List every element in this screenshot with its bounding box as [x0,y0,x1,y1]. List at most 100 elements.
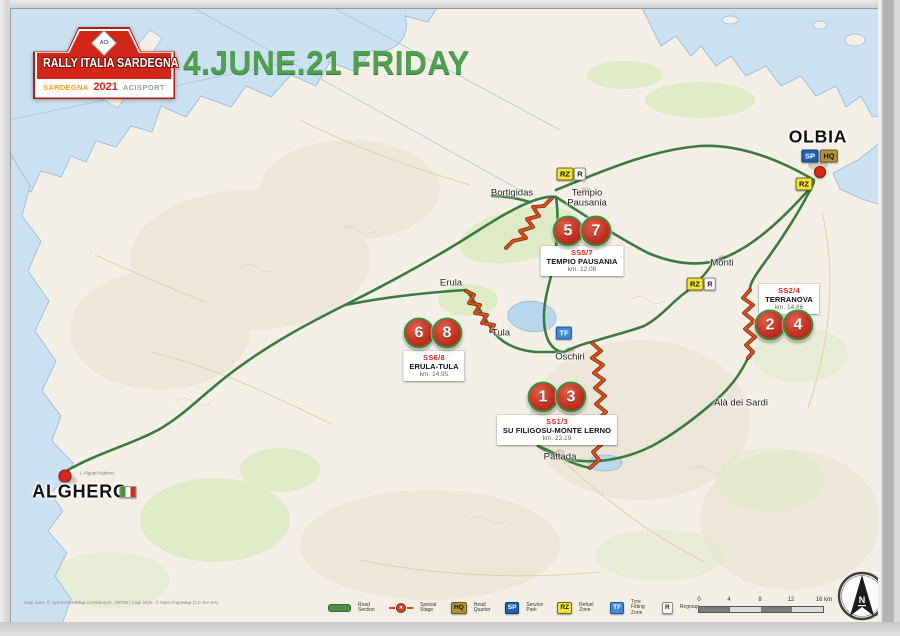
stage-marker-1: 1 [527,381,559,413]
stage-name: ERULA-TULA [409,362,459,371]
stage-name: SU FILIGOSU-MONTE LERNO [502,426,612,435]
stage-name: TEMPIO PAUSANIA [546,257,618,266]
plate-org: ACISPORT [122,82,165,92]
road-section-label: Road Section [358,601,375,613]
hill-shading [70,140,880,600]
stage-length: km. 22.19 [542,435,572,442]
scale-seg-dark [761,607,792,612]
flag-red [130,487,136,497]
town-label-erula: Erula [439,277,463,289]
stage-label-ss5-7: SS5/7 TEMPIO PAUSANIA km. 12.08 [540,246,624,276]
stage-marker-4: 4 [782,309,814,341]
stage-code: SS2/4 [778,286,800,295]
road-section-symbol [328,604,351,612]
tyre-fitting-badge-oschiri: TF [555,326,573,340]
legend-r-badge: R [662,602,673,614]
stage-marker-6: 6 [403,317,435,349]
scale-bar-segments [698,606,824,613]
scale-tick-4: 4 [727,597,731,603]
scale-seg-light [792,607,823,612]
town-label-ala-dei-sardi: Alà dei Sardi [714,397,768,409]
frame-edge-left [0,0,10,636]
legend-hq-badge: HQ [451,602,467,614]
legend-rz-label: Refuel Zone [579,601,594,613]
legend-sp-label: Service Park [526,601,544,613]
scale-tick-16: 16 km [815,597,833,603]
scale-tick-0: 0 [697,597,701,603]
scale-seg-light [730,607,761,612]
map-legend: Road Section ✕ Special Stage HQ Head Qua… [328,599,699,617]
alghero-alt-name: L'Alguer/Alghero [80,470,114,476]
stage-label-ss1-3: SS1/3 SU FILIGOSU-MONTE LERNO km. 22.19 [496,415,618,445]
rally-plate-logo: ACI RALLY ITALIA SARDEGNA SARDEGNA 2021 … [33,27,179,99]
stage-marker-3: 3 [555,381,587,413]
stage-code: SS1/3 [546,417,568,426]
plate-title: RALLY ITALIA SARDEGNA [42,56,179,70]
page-title: 4.JUNE.21 FRIDAY [183,44,470,81]
stage-length: km. 12.08 [567,266,597,273]
aci-logo-text: ACI [99,40,109,46]
compass-n-letter: N [859,595,866,605]
minor-roads [94,119,831,577]
frame-edge-right [878,0,900,636]
flag-green [120,487,126,497]
town-label-pattada: Pattada [543,451,577,463]
frame-edge-bottom [0,622,900,636]
scale-seg-dark [699,607,730,612]
plate-bottom-strip: SARDEGNA 2021 ACISPORT [37,79,171,95]
city-label-olbia: OLBIA [788,126,848,147]
special-stage-x-icon: ✕ [396,603,406,613]
town-label-monti: Monti [710,257,734,269]
stage-label-ss6-8: SS6/8 ERULA-TULA km. 14.95 [403,351,465,381]
legend-tf-label: Tyre Fitting Zone [631,598,645,616]
special-stage-routes [464,196,757,470]
stage-code: SS5/7 [571,248,593,257]
stage-marker-2: 2 [754,309,786,341]
service-park-badge-olbia: SP [801,149,819,163]
special-stage-symbol: ✕ [389,603,413,613]
olbia-marker-dot [814,166,826,178]
scale-tick-12: 12 [787,597,795,603]
hq-badge-olbia: HQ [819,149,839,163]
map-credits: map data: © OpenStreetMap contributors, … [24,601,219,606]
tempio-line1: Tempio [571,187,603,199]
legend-hq-label: Head Quarter [473,601,491,613]
refuel-zone-badge-olbia: RZ [795,177,813,191]
scale-bar: 0 4 8 12 16 km [697,597,833,617]
compass-north-icon: N [837,571,887,621]
stage-length: km. 14.86 [774,304,804,311]
regroup-badge-monti: R [703,277,717,291]
alghero-marker-dot [58,469,72,483]
stage-marker-5: 5 [552,215,584,247]
contour-squiggles [174,226,727,524]
legend-r-label: Regroup [679,604,699,611]
italy-flag-icon [119,486,137,498]
stage-marker-8: 8 [431,317,463,349]
stage-marker-7: 7 [580,215,612,247]
legend-rz-badge: RZ [557,602,573,614]
city-label-alghero: ALGHERO [32,481,128,502]
town-label-tempio-pausania: Tempio Pausania [567,187,607,210]
tempio-line2: Pausania [567,198,607,209]
road-sections-route [66,144,816,472]
refuel-zone-badge-tempio: RZ [556,167,574,181]
special-stage-label: Special Stage [420,601,437,613]
legend-tf-badge: TF [610,602,625,614]
stage-code: SS6/8 [423,353,445,362]
regroup-badge-tempio: R [573,167,587,181]
plate-year: 2021 [93,81,118,93]
town-label-oschiri: Oschiri [555,351,585,363]
stage-length: km. 14.95 [419,371,449,378]
flag-white [125,487,131,497]
legend-sp-badge: SP [504,602,520,614]
stage-label-ss2-4: SS2/4 TERRANOVA km. 14.86 [759,284,819,314]
town-label-tula: Tula [491,327,511,339]
scale-tick-8: 8 [758,597,762,603]
frame-edge-top [0,0,900,8]
town-label-bortigidas: Bortigidas [490,187,534,199]
refuel-zone-badge-monti: RZ [686,277,704,291]
plate-region: SARDEGNA [43,82,89,92]
stage-name: TERRANOVA [765,295,813,304]
